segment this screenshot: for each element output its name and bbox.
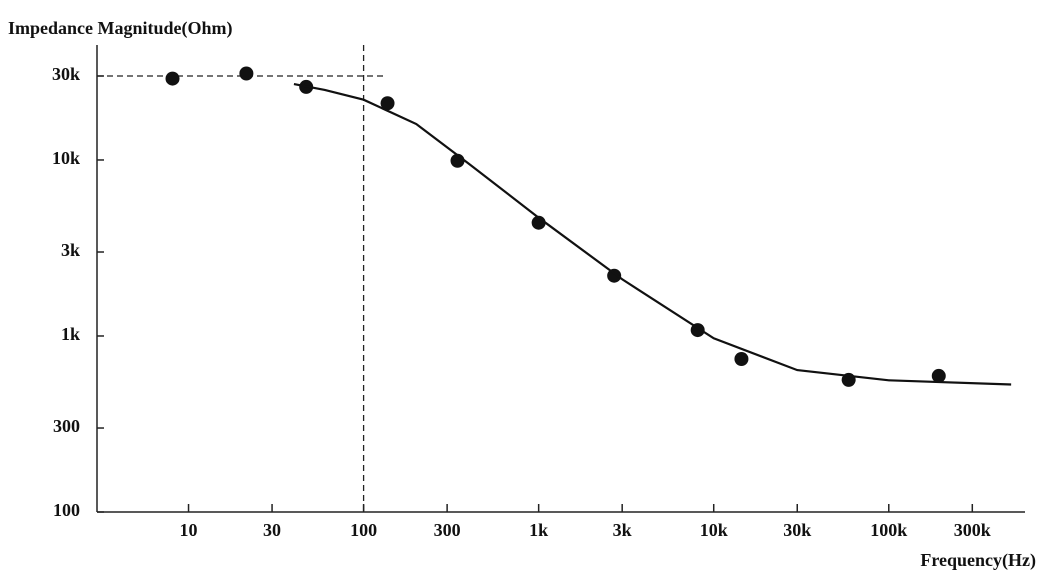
x-tick-label: 3k [613, 520, 632, 540]
y-tick-label: 10k [52, 148, 80, 168]
x-tick-label: 30k [783, 520, 811, 540]
y-tick-label: 300 [53, 416, 80, 436]
chart-title: Impedance Magnitude(Ohm) [8, 18, 233, 39]
x-tick-label: 100 [350, 520, 377, 540]
x-tick-label: 300 [434, 520, 461, 540]
y-tick-label: 1k [61, 324, 80, 344]
x-tick-label: 1k [529, 520, 548, 540]
y-tick-label: 30k [52, 64, 80, 84]
x-tick-label: 100k [870, 520, 907, 540]
y-tick-label: 100 [53, 500, 80, 520]
data-point [734, 352, 748, 366]
data-point [239, 66, 253, 80]
x-tick-label: 10 [180, 520, 198, 540]
x-tick-label: 300k [954, 520, 991, 540]
x-tick-label: 10k [700, 520, 728, 540]
x-axis-label: Frequency(Hz) [920, 550, 1036, 571]
y-tick-label: 3k [61, 240, 80, 260]
data-point [166, 72, 180, 86]
x-tick-label: 30 [263, 520, 281, 540]
chart: Impedance Magnitude(Ohm) Frequency(Hz) 1… [0, 0, 1043, 576]
fit-curve [294, 84, 1011, 384]
